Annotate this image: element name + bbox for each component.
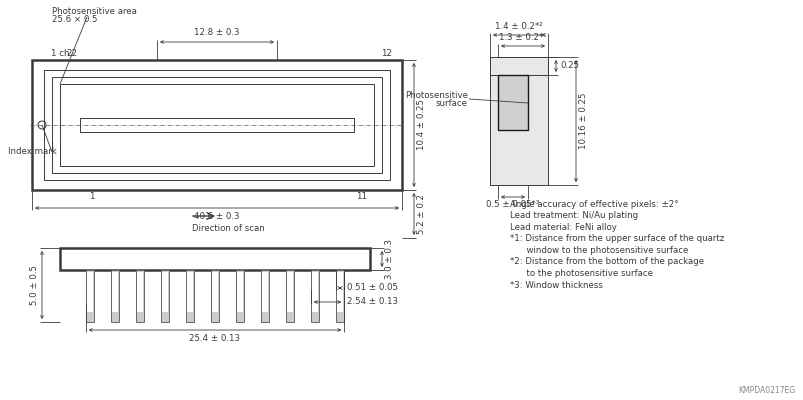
Bar: [60, 84, 373, 166]
Bar: [262, 272, 267, 312]
Text: 1: 1: [89, 192, 95, 201]
Text: 2.54 ± 0.13: 2.54 ± 0.13: [347, 298, 397, 306]
Text: 12.8 ± 0.3: 12.8 ± 0.3: [194, 28, 239, 37]
Text: Lead material: FeNi alloy: Lead material: FeNi alloy: [509, 223, 616, 232]
Bar: [212, 272, 218, 312]
Bar: [52, 77, 381, 173]
Text: *1: Distance from the upper surface of the quartz: *1: Distance from the upper surface of t…: [509, 234, 724, 244]
Bar: [86, 270, 94, 322]
Text: 40.6 ± 0.3: 40.6 ± 0.3: [194, 212, 239, 221]
Bar: [336, 270, 344, 322]
Text: *2: Distance from the bottom of the package: *2: Distance from the bottom of the pack…: [509, 258, 703, 266]
Text: 22: 22: [67, 49, 77, 58]
Text: Angle accuracy of effective pixels: ±2°: Angle accuracy of effective pixels: ±2°: [509, 200, 678, 209]
Text: 25.4 ± 0.13: 25.4 ± 0.13: [190, 334, 240, 343]
Text: 0.51 ± 0.05: 0.51 ± 0.05: [347, 284, 397, 292]
Bar: [497, 75, 528, 130]
Text: *3: Window thickness: *3: Window thickness: [509, 280, 602, 290]
Text: 1.3 ± 0.2*¹: 1.3 ± 0.2*¹: [499, 33, 546, 42]
Bar: [489, 57, 548, 75]
Bar: [235, 270, 244, 322]
Bar: [285, 270, 294, 322]
Bar: [185, 270, 194, 322]
Bar: [312, 272, 317, 312]
Bar: [187, 272, 193, 312]
Text: window to the photosensitive surface: window to the photosensitive surface: [509, 246, 687, 255]
Text: 5.2 ± 0.2: 5.2 ± 0.2: [417, 194, 426, 234]
Bar: [311, 270, 319, 322]
Text: to the photosensitive surface: to the photosensitive surface: [509, 269, 652, 278]
Bar: [112, 272, 117, 312]
Text: 12: 12: [381, 49, 392, 58]
Bar: [287, 272, 292, 312]
Bar: [32, 60, 402, 190]
Text: Direction of scan: Direction of scan: [192, 224, 264, 233]
Text: 10.4 ± 0.25: 10.4 ± 0.25: [417, 100, 426, 150]
Bar: [162, 272, 168, 312]
Bar: [237, 272, 243, 312]
Text: 1.4 ± 0.2*²: 1.4 ± 0.2*²: [495, 22, 542, 31]
Text: Photosensitive: Photosensitive: [405, 90, 467, 100]
Bar: [80, 118, 353, 132]
Text: 25.6 × 0.5: 25.6 × 0.5: [52, 15, 97, 24]
Text: Photosensitive area: Photosensitive area: [52, 7, 137, 16]
Text: 0.25: 0.25: [560, 62, 578, 70]
Bar: [210, 270, 219, 322]
Text: KMPDA0217EG: KMPDA0217EG: [737, 386, 794, 395]
Bar: [137, 272, 143, 312]
Text: 0.5 ± 0.05*³: 0.5 ± 0.05*³: [486, 200, 539, 209]
Bar: [88, 272, 92, 312]
Bar: [260, 270, 269, 322]
Bar: [336, 272, 342, 312]
Text: 5.0 ± 0.5: 5.0 ± 0.5: [30, 265, 39, 305]
Bar: [60, 248, 369, 270]
Text: Lead treatment: Ni/Au plating: Lead treatment: Ni/Au plating: [509, 212, 638, 220]
Text: 1 ch: 1 ch: [51, 49, 69, 58]
Text: surface: surface: [435, 98, 467, 108]
Bar: [161, 270, 169, 322]
Text: 3.0 ± 0.3: 3.0 ± 0.3: [385, 239, 393, 279]
Text: Index mark: Index mark: [8, 148, 57, 156]
Bar: [489, 57, 548, 185]
Text: 11: 11: [356, 192, 367, 201]
Text: 10.16 ± 0.25: 10.16 ± 0.25: [578, 93, 587, 149]
Bar: [111, 270, 119, 322]
Bar: [44, 70, 389, 180]
Bar: [136, 270, 144, 322]
